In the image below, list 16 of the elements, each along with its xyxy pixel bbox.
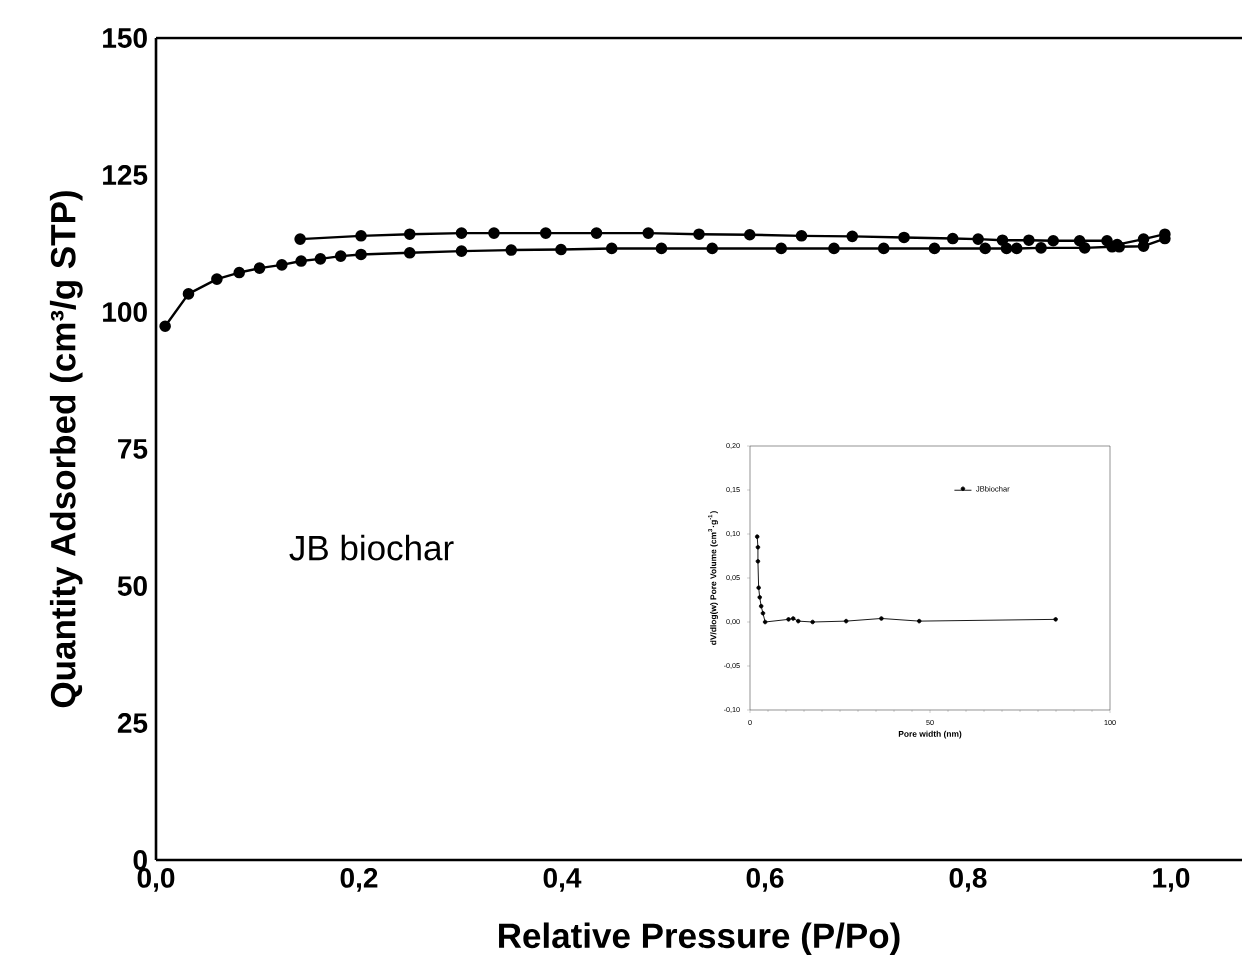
x-tick-label: 0,6 xyxy=(746,867,784,892)
y-tick-label: 25 xyxy=(117,713,148,733)
y-axis-title: Quantity Adsorbed (cm³/g STP) xyxy=(49,191,83,708)
y-tick-label: 0 xyxy=(133,850,147,870)
y-tick-label: 50 xyxy=(117,576,147,596)
x-axis-title: Relative Pressure (P/Po) xyxy=(499,922,900,956)
x-tick-label: 0,4 xyxy=(543,867,582,892)
x-tick-label: 0,0 xyxy=(137,867,175,892)
x-tick-label: 0,8 xyxy=(949,867,987,892)
y-tick-label: 75 xyxy=(118,439,148,459)
y-tick-label: 125 xyxy=(103,165,148,185)
annotation: JB biochar xyxy=(289,534,454,561)
y-tick-label: 150 xyxy=(103,28,147,48)
y-tick-label: 100 xyxy=(103,302,147,322)
x-tick-label: 1,0 xyxy=(1153,867,1190,892)
x-tick-label: 0,2 xyxy=(340,867,378,892)
